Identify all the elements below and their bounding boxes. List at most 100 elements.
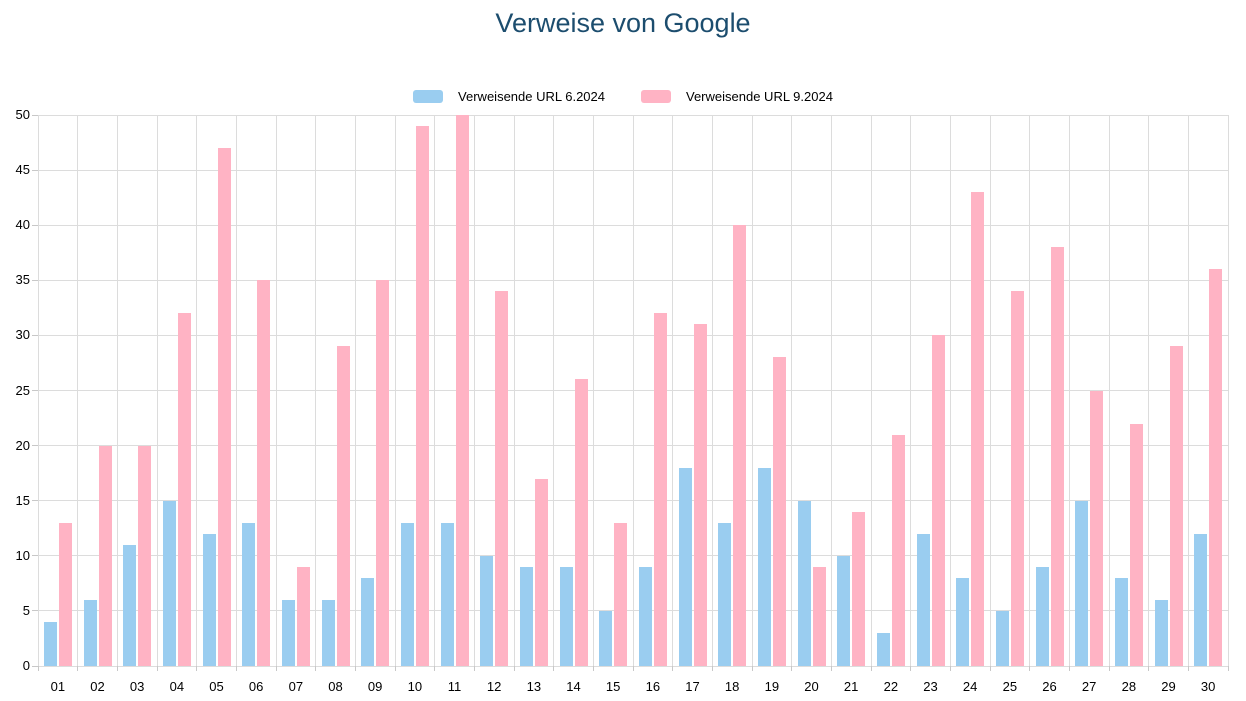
x-axis-label: 10 xyxy=(407,679,423,694)
x-axis-label: 28 xyxy=(1121,679,1137,694)
bar-series2-day19 xyxy=(772,357,786,666)
x-axis-label: 27 xyxy=(1081,679,1097,694)
x-gridline xyxy=(473,115,475,666)
y-axis-label: 30 xyxy=(15,327,30,343)
bar-series1-day03 xyxy=(123,544,137,666)
x-axis-tick xyxy=(1108,666,1110,671)
legend-swatch-series1 xyxy=(413,90,444,103)
legend-swatch-series2 xyxy=(641,90,671,103)
bar-series1-day22 xyxy=(876,632,890,666)
x-axis-label: 22 xyxy=(883,679,899,694)
y-axis-tick xyxy=(32,114,38,116)
bar-series1-day30 xyxy=(1194,533,1208,666)
bar-series1-day04 xyxy=(162,500,176,666)
x-axis-tick xyxy=(592,666,594,671)
bar-series2-day27 xyxy=(1090,390,1104,666)
bar-series1-day13 xyxy=(519,566,533,666)
x-gridline xyxy=(1148,115,1150,666)
x-axis-tick xyxy=(989,666,991,671)
x-axis-label: 08 xyxy=(328,679,343,694)
x-gridline xyxy=(196,115,198,666)
bar-series1-day27 xyxy=(1075,500,1089,666)
bar-series2-day13 xyxy=(534,478,548,666)
bar-series2-day12 xyxy=(495,291,509,666)
x-gridline xyxy=(1227,115,1229,666)
y-axis-tick xyxy=(32,665,38,667)
x-gridline xyxy=(672,115,674,666)
bar-series2-day04 xyxy=(177,313,191,666)
bar-series1-day05 xyxy=(202,533,216,666)
x-gridline xyxy=(315,115,317,666)
y-axis-tick xyxy=(32,555,38,557)
y-axis-tick xyxy=(32,610,38,612)
bar-series1-day07 xyxy=(281,599,295,666)
x-axis-tick xyxy=(235,666,237,671)
bar-series1-day02 xyxy=(83,599,97,666)
bar-series2-day21 xyxy=(852,511,866,666)
bar-series2-day26 xyxy=(1050,247,1064,666)
x-axis-tick xyxy=(77,666,79,671)
x-axis-tick xyxy=(116,666,118,671)
x-axis-tick xyxy=(1148,666,1150,671)
x-axis-label: 30 xyxy=(1200,679,1216,694)
legend-item-series1[interactable]: Verweisende URL 6.2024 xyxy=(413,89,605,104)
y-axis-tick xyxy=(32,500,38,502)
bar-series2-day11 xyxy=(455,115,469,666)
x-axis-label: 07 xyxy=(288,679,304,694)
x-axis-tick xyxy=(434,666,436,671)
bar-series2-day30 xyxy=(1209,269,1223,666)
x-axis-label: 03 xyxy=(129,679,145,694)
x-axis-label: 20 xyxy=(804,679,819,694)
bar-series1-day09 xyxy=(361,577,375,666)
x-axis-label: 24 xyxy=(962,679,978,694)
bar-series1-day20 xyxy=(797,500,811,666)
x-gridline xyxy=(592,115,594,666)
bar-series1-day29 xyxy=(1154,599,1168,666)
x-gridline xyxy=(870,115,872,666)
x-axis-tick xyxy=(870,666,872,671)
x-axis-tick xyxy=(632,666,634,671)
x-axis-tick xyxy=(1187,666,1189,671)
x-axis-tick xyxy=(949,666,951,671)
y-axis-tick xyxy=(32,390,38,391)
y-axis-label: 5 xyxy=(22,602,30,618)
bar-series1-day28 xyxy=(1114,577,1128,666)
x-gridline xyxy=(632,115,634,666)
y-axis-label: 15 xyxy=(15,492,30,508)
bar-series2-day25 xyxy=(1010,291,1024,666)
x-axis-tick xyxy=(156,666,158,671)
x-axis-label: 19 xyxy=(764,679,780,694)
bar-series1-day10 xyxy=(400,522,414,666)
legend-item-series2[interactable]: Verweisende URL 9.2024 xyxy=(641,89,833,104)
bar-series2-day01 xyxy=(58,522,72,666)
x-axis-tick xyxy=(751,666,753,671)
bar-series2-day18 xyxy=(733,225,747,666)
x-axis-tick xyxy=(354,666,356,671)
bar-series2-day02 xyxy=(98,445,112,666)
x-gridline xyxy=(394,115,396,666)
y-axis-label: 25 xyxy=(15,382,30,398)
x-axis-tick xyxy=(275,666,277,671)
x-axis-label: 05 xyxy=(209,679,224,694)
x-gridline xyxy=(275,115,277,666)
bar-series2-day15 xyxy=(614,522,628,666)
x-axis-label: 18 xyxy=(724,679,740,694)
bar-series2-day09 xyxy=(376,280,390,666)
x-gridline xyxy=(1108,115,1110,666)
y-axis-tick xyxy=(32,445,38,447)
x-gridline xyxy=(949,115,951,666)
x-gridline xyxy=(513,115,515,666)
y-axis-tick xyxy=(32,334,38,336)
bar-series1-day08 xyxy=(321,599,335,666)
bar-series2-day22 xyxy=(891,434,905,666)
x-axis-label: 01 xyxy=(50,679,66,694)
x-axis-label: 06 xyxy=(248,679,264,694)
y-axis-label: 10 xyxy=(15,547,30,563)
x-axis-label: 17 xyxy=(685,679,700,694)
bar-series2-day16 xyxy=(653,313,667,666)
y-axis-tick xyxy=(32,224,38,226)
legend: Verweisende URL 6.2024 Verweisende URL 9.… xyxy=(0,89,1246,104)
x-axis-tick xyxy=(37,666,39,671)
bar-series2-day08 xyxy=(336,346,350,666)
x-axis-label: 09 xyxy=(367,679,383,694)
